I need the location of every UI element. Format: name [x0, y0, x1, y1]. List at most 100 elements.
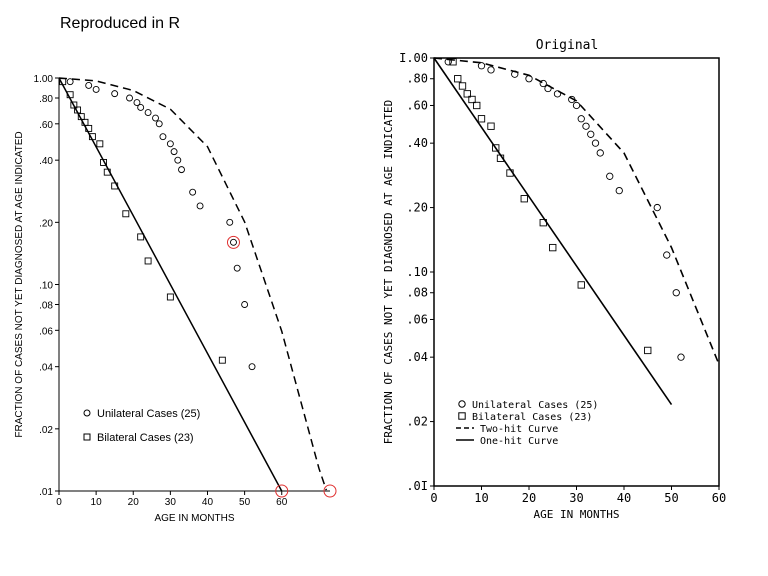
bilateral-point [577, 281, 585, 289]
bilateral-point [166, 293, 174, 301]
y-tick-label: .10 [406, 265, 428, 279]
highlight-circle [275, 484, 289, 498]
y-tick-label: .20 [39, 218, 53, 229]
y-tick-label: .60 [39, 120, 53, 131]
y-tick-label: .20 [406, 201, 428, 215]
y-tick-label: .80 [406, 72, 428, 86]
two-hit-curve [433, 57, 720, 365]
unilateral-point [572, 101, 581, 110]
unilateral-point [144, 109, 152, 117]
unilateral-point [85, 82, 93, 89]
x-tick-label: 60 [712, 491, 726, 505]
x-tick-label: 50 [239, 497, 251, 508]
one-hit-curve [433, 57, 673, 406]
bilateral-point [492, 144, 500, 152]
y-tick-label: .06 [406, 312, 428, 326]
bilateral-point [218, 356, 226, 364]
unilateral-point [248, 363, 256, 371]
bilateral-point [477, 115, 486, 123]
y-tick-label: .08 [406, 286, 428, 300]
x-tick-label: 0 [430, 491, 437, 505]
bilateral-point [549, 243, 557, 252]
legend-label: One-hit Curve [480, 436, 558, 447]
unilateral-point [487, 66, 495, 74]
unilateral-point [178, 166, 185, 174]
bilateral-point [122, 210, 130, 218]
y-tick-label: .40 [406, 136, 428, 150]
y-tick-label: .80 [39, 94, 53, 105]
unilateral-point [166, 140, 174, 148]
x-tick-label: 40 [202, 497, 214, 508]
unilateral-point [226, 218, 234, 226]
unilateral-point [133, 99, 141, 107]
unilateral-point [663, 251, 671, 259]
two-hit-curve [58, 77, 328, 491]
unilateral-point [591, 139, 600, 147]
y-tick-label: .0I [406, 479, 428, 493]
x-tick-label: 10 [474, 491, 488, 505]
unilateral-point [606, 172, 614, 180]
x-tick-label: 10 [91, 497, 103, 508]
x-tick-label: 0 [56, 497, 62, 508]
chart-title: Reproduced in R [60, 15, 180, 32]
reproduced-chart: Reproduced in R 0 10 20 30 40 50 60 1.00 .80 .60 .4… [14, 15, 337, 524]
original-chart: Original 0 10 20 30 40 50 60 I.00 .80 .60 .40 .20 .10… [382, 38, 726, 521]
unilateral-point [596, 149, 604, 157]
legend-label: Bilateral Cases (23) [97, 432, 194, 444]
unilateral-point [189, 188, 197, 196]
bilateral-point [144, 257, 152, 265]
y-tick-label: .02 [406, 415, 428, 429]
unilateral-point [155, 120, 163, 128]
y-tick-label: .02 [39, 425, 53, 436]
bilateral-point [458, 82, 467, 90]
x-tick-label: 40 [617, 491, 631, 505]
x-tick-label: 20 [128, 497, 140, 508]
unilateral-point [126, 94, 133, 102]
unilateral-point [159, 133, 167, 141]
bilateral-point [96, 140, 104, 148]
unilateral-point [444, 58, 452, 66]
y-tick-label: I.00 [399, 51, 428, 65]
legend-square-marker [83, 433, 91, 441]
y-tick-label: .04 [406, 350, 428, 364]
y-tick-label: .04 [39, 363, 53, 374]
bilateral-point [473, 101, 481, 110]
highlight-circle [323, 484, 337, 498]
unilateral-point [577, 115, 585, 123]
bilateral-point [449, 58, 457, 66]
unilateral-point [582, 122, 590, 130]
y-tick-label: 1.00 [34, 74, 54, 85]
bilateral-point [487, 122, 495, 130]
x-axis-label: AGE IN MONTHS [154, 513, 234, 524]
unilateral-point [137, 104, 145, 111]
y-tick-label: .40 [39, 156, 53, 167]
bilateral-point [137, 233, 145, 241]
x-tick-label: 20 [522, 491, 536, 505]
legend-circle-marker [458, 400, 466, 408]
unilateral-point [672, 289, 680, 297]
bilateral-point [70, 101, 78, 109]
bilateral-point [463, 90, 471, 98]
unilateral-point [196, 202, 204, 210]
unilateral-point [241, 301, 249, 308]
y-tick-label: .01 [39, 487, 53, 498]
unilateral-point [525, 75, 533, 83]
unilateral-point [152, 114, 159, 122]
x-tick-label: 60 [276, 497, 288, 508]
y-axis-label: FRACTION OF CASES NOT YET DIAGNOSED AT A… [382, 100, 395, 444]
unilateral-point [477, 62, 486, 70]
legend-label: Bilateral Cases (23) [472, 412, 592, 423]
x-tick-label: 30 [569, 491, 583, 505]
bilateral-point [644, 346, 652, 355]
x-tick-label: 30 [165, 497, 177, 508]
unilateral-point [111, 90, 119, 98]
unilateral-point [539, 79, 547, 88]
unilateral-point [615, 186, 623, 195]
unilateral-point [92, 86, 100, 93]
legend-label: Unilateral Cases (25) [97, 408, 200, 420]
y-axis-label: FRACTION OF CASES NOT YET DIAGNOSED AT A… [14, 131, 25, 437]
unilateral-point [553, 90, 562, 98]
highlight-circle [226, 235, 240, 249]
y-tick-label: .60 [406, 98, 428, 112]
y-tick-label: .10 [39, 281, 53, 292]
